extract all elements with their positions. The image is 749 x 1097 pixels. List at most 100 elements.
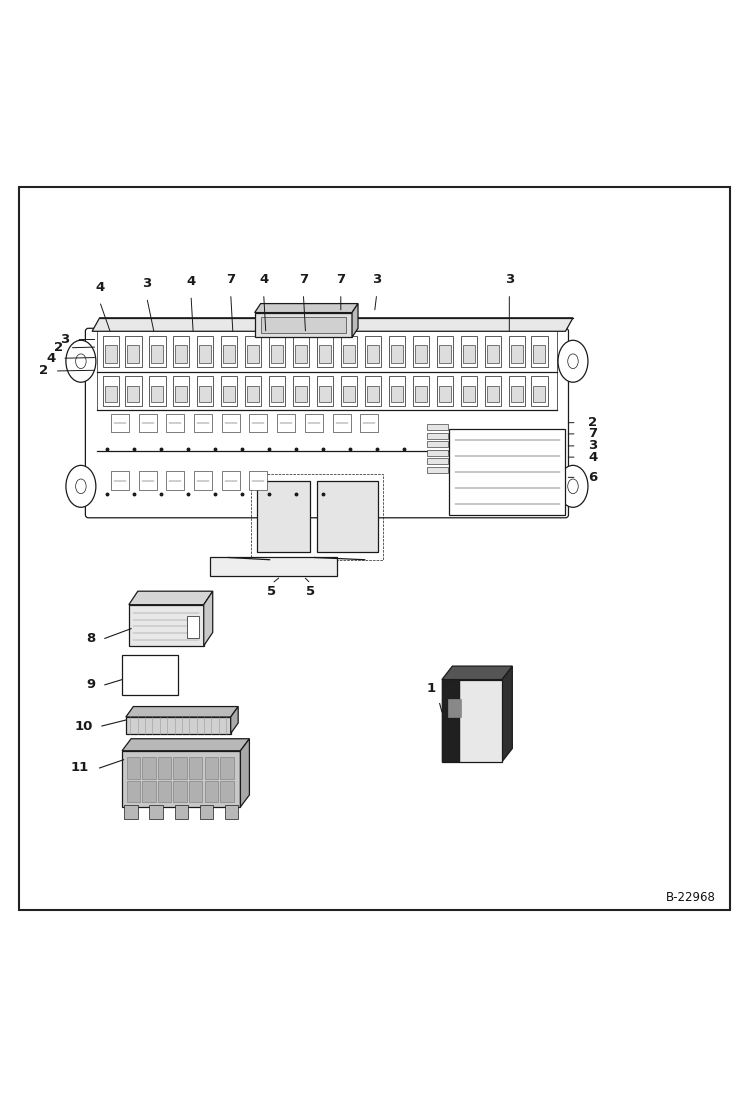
FancyBboxPatch shape <box>105 346 117 363</box>
Ellipse shape <box>568 479 578 494</box>
FancyBboxPatch shape <box>149 376 166 406</box>
FancyBboxPatch shape <box>223 386 235 403</box>
FancyBboxPatch shape <box>442 679 502 762</box>
FancyBboxPatch shape <box>437 376 453 406</box>
Polygon shape <box>126 706 238 717</box>
FancyBboxPatch shape <box>85 328 568 518</box>
FancyBboxPatch shape <box>189 781 202 802</box>
Ellipse shape <box>76 354 86 369</box>
Text: 7: 7 <box>299 273 308 286</box>
FancyBboxPatch shape <box>442 679 460 762</box>
FancyBboxPatch shape <box>341 376 357 406</box>
Text: 3: 3 <box>372 273 381 286</box>
FancyBboxPatch shape <box>293 336 309 367</box>
FancyBboxPatch shape <box>269 336 285 367</box>
FancyBboxPatch shape <box>174 781 187 802</box>
FancyBboxPatch shape <box>127 781 140 802</box>
FancyBboxPatch shape <box>247 386 259 403</box>
Ellipse shape <box>66 465 96 507</box>
FancyBboxPatch shape <box>437 336 453 367</box>
FancyBboxPatch shape <box>319 346 331 363</box>
Text: B-22968: B-22968 <box>665 891 715 904</box>
FancyBboxPatch shape <box>317 376 333 406</box>
FancyBboxPatch shape <box>318 482 378 552</box>
FancyBboxPatch shape <box>391 346 403 363</box>
FancyBboxPatch shape <box>223 346 235 363</box>
FancyBboxPatch shape <box>305 414 323 432</box>
FancyBboxPatch shape <box>341 336 357 367</box>
FancyBboxPatch shape <box>413 376 429 406</box>
Text: 10: 10 <box>74 720 93 733</box>
FancyBboxPatch shape <box>389 376 405 406</box>
FancyBboxPatch shape <box>197 376 213 406</box>
FancyBboxPatch shape <box>221 336 237 367</box>
FancyBboxPatch shape <box>129 604 204 646</box>
FancyBboxPatch shape <box>511 386 523 403</box>
FancyBboxPatch shape <box>175 386 187 403</box>
FancyBboxPatch shape <box>367 386 379 403</box>
FancyBboxPatch shape <box>365 376 381 406</box>
FancyBboxPatch shape <box>245 336 261 367</box>
FancyBboxPatch shape <box>427 432 448 439</box>
Polygon shape <box>231 706 238 734</box>
FancyBboxPatch shape <box>449 429 565 514</box>
FancyBboxPatch shape <box>173 336 189 367</box>
Text: 3: 3 <box>505 273 514 286</box>
FancyBboxPatch shape <box>158 757 172 779</box>
FancyBboxPatch shape <box>511 346 523 363</box>
Text: 2: 2 <box>588 416 597 429</box>
Text: 11: 11 <box>70 761 88 774</box>
FancyBboxPatch shape <box>295 386 307 403</box>
FancyBboxPatch shape <box>175 805 188 818</box>
FancyBboxPatch shape <box>427 441 448 448</box>
Text: 9: 9 <box>87 678 96 691</box>
FancyBboxPatch shape <box>220 757 234 779</box>
FancyBboxPatch shape <box>427 425 448 430</box>
FancyBboxPatch shape <box>533 346 545 363</box>
FancyBboxPatch shape <box>255 313 352 337</box>
FancyBboxPatch shape <box>149 336 166 367</box>
Polygon shape <box>129 591 213 604</box>
FancyBboxPatch shape <box>343 346 355 363</box>
FancyBboxPatch shape <box>103 336 119 367</box>
FancyBboxPatch shape <box>343 386 355 403</box>
FancyBboxPatch shape <box>509 376 525 406</box>
FancyBboxPatch shape <box>261 317 346 332</box>
Ellipse shape <box>76 479 86 494</box>
FancyBboxPatch shape <box>487 386 499 403</box>
FancyBboxPatch shape <box>245 376 261 406</box>
Text: 5: 5 <box>267 585 276 598</box>
Polygon shape <box>204 591 213 646</box>
Text: 3: 3 <box>61 333 70 346</box>
FancyBboxPatch shape <box>463 386 475 403</box>
FancyBboxPatch shape <box>166 472 184 490</box>
FancyBboxPatch shape <box>427 459 448 464</box>
FancyBboxPatch shape <box>127 757 140 779</box>
FancyBboxPatch shape <box>111 414 129 432</box>
Text: 4: 4 <box>95 281 104 294</box>
FancyBboxPatch shape <box>142 757 156 779</box>
Polygon shape <box>240 738 249 807</box>
Text: 7: 7 <box>226 273 235 286</box>
Text: 4: 4 <box>187 275 195 287</box>
FancyBboxPatch shape <box>448 699 461 716</box>
FancyBboxPatch shape <box>197 336 213 367</box>
FancyBboxPatch shape <box>367 346 379 363</box>
FancyBboxPatch shape <box>222 472 240 490</box>
FancyBboxPatch shape <box>210 557 337 576</box>
FancyBboxPatch shape <box>391 386 403 403</box>
Text: 2: 2 <box>39 364 48 377</box>
FancyBboxPatch shape <box>124 805 138 818</box>
FancyBboxPatch shape <box>415 346 427 363</box>
FancyBboxPatch shape <box>105 386 117 403</box>
Polygon shape <box>122 738 249 750</box>
FancyBboxPatch shape <box>127 346 139 363</box>
Ellipse shape <box>66 340 96 382</box>
FancyBboxPatch shape <box>122 655 178 694</box>
FancyBboxPatch shape <box>487 346 499 363</box>
FancyBboxPatch shape <box>509 336 525 367</box>
FancyBboxPatch shape <box>225 805 238 818</box>
FancyBboxPatch shape <box>271 346 283 363</box>
FancyBboxPatch shape <box>485 376 501 406</box>
FancyBboxPatch shape <box>485 336 501 367</box>
